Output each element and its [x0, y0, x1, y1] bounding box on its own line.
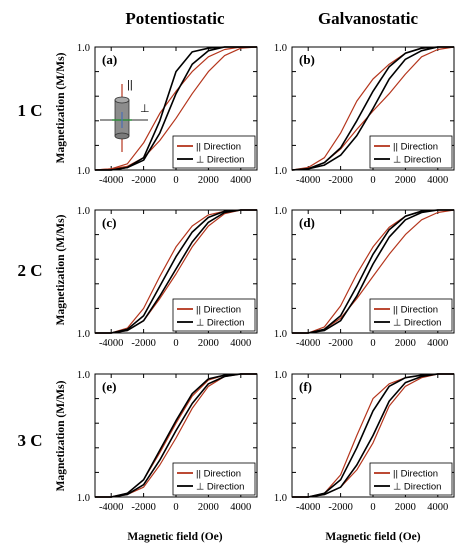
legend-label: || Direction: [196, 469, 241, 480]
panel-e: -4000 -2000 0 2000 4000 1.0 1.0 (e) || Direction…: [77, 370, 258, 513]
x-tick-label: 2000: [198, 502, 219, 513]
y-tick-label-top: 1.0: [77, 370, 90, 381]
series-perpendicular-branch-2: [292, 209, 454, 334]
x-tick-label: -4000: [99, 175, 124, 186]
y-tick-label-top: 1.0: [274, 370, 287, 381]
legend-box: [172, 135, 256, 169]
y-tick-label-bottom: 1.0: [77, 329, 90, 340]
x-tick-label: 0: [173, 338, 178, 349]
x-tick-label: -4000: [296, 175, 321, 186]
x-tick-label: -2000: [328, 175, 353, 186]
y-axis-title-row2: Magnetization (M/Ms): [55, 214, 67, 325]
x-tick-label: 0: [173, 502, 178, 513]
series-perpendicular-branch-2: [95, 46, 257, 171]
legend-label: ⊥ Direction: [196, 318, 244, 329]
panel-a: -4000 -2000 0 2000 4000 1.0 1.0 (a) || Direction…: [77, 43, 258, 186]
x-tick-label: 0: [370, 338, 375, 349]
panel-label: (d): [299, 215, 315, 230]
legend-label: ⊥ Direction: [393, 155, 441, 166]
x-tick-label: -2000: [328, 502, 353, 513]
series-perpendicular-branch-2: [291, 46, 454, 171]
panel-f: -4000 -2000 0 2000 4000 1.0 1.0 (f) || Direction…: [274, 370, 455, 513]
row-label-2c: 2 C: [17, 261, 42, 280]
legend-box: [172, 298, 256, 332]
inset-cylinder-bottom: [114, 132, 130, 140]
y-tick-label-bottom: 1.0: [274, 329, 287, 340]
x-tick-label: 4000: [427, 338, 448, 349]
x-tick-label: -2000: [131, 175, 156, 186]
x-tick-label: 4000: [230, 338, 251, 349]
y-tick-label-top: 1.0: [274, 43, 287, 54]
y-tick-label-top: 1.0: [77, 43, 90, 54]
panel-b: -4000 -2000 0 2000 4000 1.0 1.0 (b) || Direction…: [274, 43, 455, 186]
legend-label: ⊥ Direction: [393, 482, 441, 493]
y-axis-title-row3: Magnetization (M/Ms): [55, 380, 67, 491]
legend-box: [369, 462, 453, 496]
legend-label: ⊥ Direction: [196, 155, 244, 166]
panel-c: -4000 -2000 0 2000 4000 1.0 1.0 (c) || Direction…: [77, 206, 258, 349]
x-tick-label: -2000: [131, 338, 156, 349]
inset-perp-symbol: ⊥: [140, 103, 150, 115]
row-label-1c: 1 C: [17, 101, 42, 120]
x-tick-label: 4000: [427, 502, 448, 513]
series-parallel-branch-2: [94, 46, 257, 171]
series-perpendicular-branch-1: [291, 46, 454, 171]
sample-geometry-inset: || ⊥: [100, 79, 150, 152]
legend-box: [369, 135, 453, 169]
inset-parallel-symbol: ||: [127, 79, 133, 91]
y-tick-label-bottom: 1.0: [77, 166, 90, 177]
x-tick-label: 0: [370, 175, 375, 186]
column-title-potentiostatic: Potentiostatic: [125, 9, 225, 28]
x-tick-label: -2000: [131, 502, 156, 513]
panel-label: (b): [299, 52, 315, 67]
panel-label: (c): [102, 215, 116, 230]
x-tick-label: -4000: [99, 338, 124, 349]
x-tick-label: -4000: [296, 338, 321, 349]
x-axis-title-left: Magnetic field (Oe): [127, 531, 222, 543]
x-tick-label: 0: [173, 175, 178, 186]
panel-label: (f): [299, 379, 312, 394]
panel-d: -4000 -2000 0 2000 4000 1.0 1.0 (d) || Direction…: [274, 206, 455, 349]
legend-label: || Direction: [393, 469, 438, 480]
legend-label: ⊥ Direction: [196, 482, 244, 493]
x-tick-label: 4000: [427, 175, 448, 186]
legend-label: || Direction: [196, 142, 241, 153]
x-tick-label: 4000: [230, 502, 251, 513]
x-tick-label: -4000: [296, 502, 321, 513]
legend-box: [172, 462, 256, 496]
y-tick-label-bottom: 1.0: [274, 493, 287, 504]
x-tick-label: 2000: [395, 502, 416, 513]
x-axis-title-right: Magnetic field (Oe): [325, 531, 420, 543]
series-perpendicular-branch-2: [292, 373, 454, 498]
x-tick-label: -4000: [99, 502, 124, 513]
panel-label: (e): [102, 379, 116, 394]
x-tick-label: -2000: [328, 338, 353, 349]
legend-label: || Direction: [393, 305, 438, 316]
y-tick-label-bottom: 1.0: [274, 166, 287, 177]
x-tick-label: 2000: [198, 338, 219, 349]
y-tick-label-top: 1.0: [274, 206, 287, 217]
y-tick-label-top: 1.0: [77, 206, 90, 217]
panels: -4000 -2000 0 2000 4000 1.0 1.0 (a) || Direction…: [77, 43, 455, 513]
x-tick-label: 2000: [395, 175, 416, 186]
inset-cylinder-top: [114, 96, 130, 104]
y-axis-title-row1: Magnetization (M/Ms): [55, 52, 67, 163]
legend-label: || Direction: [196, 305, 241, 316]
panel-label: (a): [102, 52, 117, 67]
column-title-galvanostatic: Galvanostatic: [318, 9, 419, 28]
series-perpendicular-branch-2: [95, 209, 257, 334]
legend-label: ⊥ Direction: [393, 318, 441, 329]
x-tick-label: 2000: [395, 338, 416, 349]
legend-box: [369, 298, 453, 332]
row-label-3c: 3 C: [17, 431, 42, 450]
x-tick-label: 2000: [198, 175, 219, 186]
x-tick-label: 4000: [230, 175, 251, 186]
series-parallel-branch-1: [94, 46, 258, 171]
series-perpendicular-branch-2: [95, 373, 257, 498]
y-tick-label-bottom: 1.0: [77, 493, 90, 504]
legend-label: || Direction: [393, 142, 438, 153]
x-tick-label: 0: [370, 502, 375, 513]
